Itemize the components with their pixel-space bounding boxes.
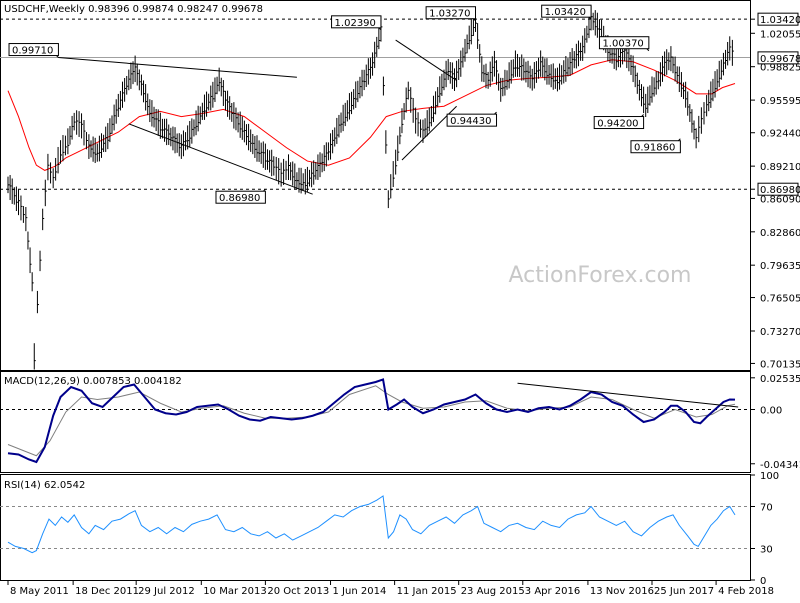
price-annotation-box bbox=[593, 116, 645, 130]
price-annotation-label: 1.03420 bbox=[545, 7, 586, 18]
price-annotation-pointer bbox=[56, 55, 59, 58]
price-annotation-label: 1.02390 bbox=[335, 18, 376, 29]
trendline bbox=[58, 57, 297, 78]
macd-label: MACD(12,26,9) 0.007853 0.004182 bbox=[4, 376, 182, 387]
price-annotation-box bbox=[425, 6, 477, 20]
price-y-tick-label: 0.79635 bbox=[760, 261, 800, 272]
x-axis-tick-label: 20 Oct 2013 bbox=[267, 586, 329, 597]
macd-y-tick-label: 0.025353 bbox=[760, 374, 800, 385]
level-label-box bbox=[757, 182, 799, 196]
trendline bbox=[128, 123, 313, 195]
macd-y-tick-label: -0.043419 bbox=[760, 460, 800, 471]
x-axis-tick-label: 13 Nov 2016 bbox=[590, 586, 654, 597]
price-y-tick-label: 0.86090 bbox=[760, 194, 800, 205]
price-annotation-pointer bbox=[494, 111, 497, 115]
price-y-tick-label: 1.02055 bbox=[760, 29, 800, 40]
x-axis-tick-label: 29 Jul 2012 bbox=[138, 586, 195, 597]
price-y-tick-label: 0.73270 bbox=[760, 327, 800, 338]
price-y-tick-label: 0.82860 bbox=[760, 228, 800, 239]
price-annotation-pointer bbox=[588, 16, 592, 20]
x-axis-tick-label: 3 Apr 2016 bbox=[525, 586, 580, 597]
price-annotation-box bbox=[215, 190, 266, 204]
price-annotation-label: 0.94430 bbox=[450, 116, 491, 127]
price-annotation-pointer bbox=[473, 18, 476, 22]
price-annotation-pointer bbox=[378, 27, 382, 31]
price-annotation-box bbox=[8, 43, 59, 57]
price-y-tick-label: 0.70135 bbox=[760, 359, 800, 370]
price-y-tick-label: 0.92440 bbox=[760, 129, 800, 140]
price-y-tick-label: 0.89210 bbox=[760, 162, 800, 173]
macd-line bbox=[7, 378, 736, 464]
price-annotation-box bbox=[630, 140, 681, 154]
price-y-tick-label: 0.76505 bbox=[760, 294, 800, 305]
ma-line bbox=[7, 59, 736, 171]
x-axis-tick-label: 8 May 2011 bbox=[10, 586, 69, 597]
rsi-y-tick-label: 30 bbox=[760, 545, 773, 556]
price-annotation-box bbox=[446, 113, 498, 127]
price-annotation-box bbox=[598, 36, 650, 50]
price-y-tick-label: 0.95595 bbox=[760, 96, 800, 107]
price-annotation-label: 0.99710 bbox=[12, 46, 53, 57]
price-annotation-box bbox=[331, 15, 382, 29]
price-annotation-pointer bbox=[641, 114, 644, 117]
watermark-text: ActionForex.com bbox=[509, 263, 692, 288]
price-annotation-label: 0.91860 bbox=[634, 143, 675, 154]
x-axis-tick-label: 11 Jan 2015 bbox=[397, 586, 457, 597]
price-annotation-pointer bbox=[263, 188, 266, 192]
rsi-y-tick-label: 100 bbox=[760, 471, 779, 482]
chart-title: USDCHF,Weekly 0.98396 0.99874 0.98247 0.… bbox=[4, 4, 263, 15]
level-label: 1.03420 bbox=[760, 15, 800, 26]
current-price-label: 0.99678 bbox=[760, 54, 800, 65]
price-annotation-label: 0.94200 bbox=[597, 119, 638, 130]
macd-signal-line bbox=[7, 385, 736, 457]
trendline bbox=[395, 39, 457, 81]
x-axis-tick-label: 4 Feb 2018 bbox=[718, 586, 774, 597]
macd-y-tick-label: 0.00 bbox=[760, 406, 782, 417]
x-axis-tick-label: 23 Aug 2015 bbox=[461, 586, 525, 597]
price-annotation-pointer bbox=[678, 138, 681, 142]
rsi-y-tick-label: 70 bbox=[760, 503, 773, 514]
rsi-y-tick-label: 0 bbox=[760, 576, 766, 587]
x-axis-tick-label: 18 Dec 2011 bbox=[75, 586, 139, 597]
price-annotation-label: 1.00370 bbox=[602, 39, 643, 50]
macd-trendline bbox=[517, 382, 739, 408]
x-axis-tick-label: 1 Jun 2014 bbox=[333, 586, 387, 597]
rsi-label: RSI(14) 62.0542 bbox=[4, 480, 85, 491]
rsi-panel-frame bbox=[0, 474, 751, 581]
current-price-box bbox=[757, 51, 799, 65]
level-label: 0.86980 bbox=[760, 185, 800, 196]
level-label-box bbox=[757, 12, 799, 26]
rsi-line bbox=[7, 495, 736, 554]
price-annotation-box bbox=[541, 4, 592, 18]
x-axis-tick-label: 10 Mar 2013 bbox=[203, 586, 266, 597]
price-annotation-label: 1.03270 bbox=[429, 9, 470, 20]
x-axis-tick-label: 25 Jun 2017 bbox=[654, 586, 714, 597]
price-annotation-pointer bbox=[646, 48, 650, 52]
price-panel-frame bbox=[0, 0, 751, 371]
macd-panel-frame bbox=[0, 371, 751, 473]
price-y-tick-label: 0.98825 bbox=[760, 63, 800, 74]
price-annotation-label: 0.86980 bbox=[219, 193, 260, 204]
